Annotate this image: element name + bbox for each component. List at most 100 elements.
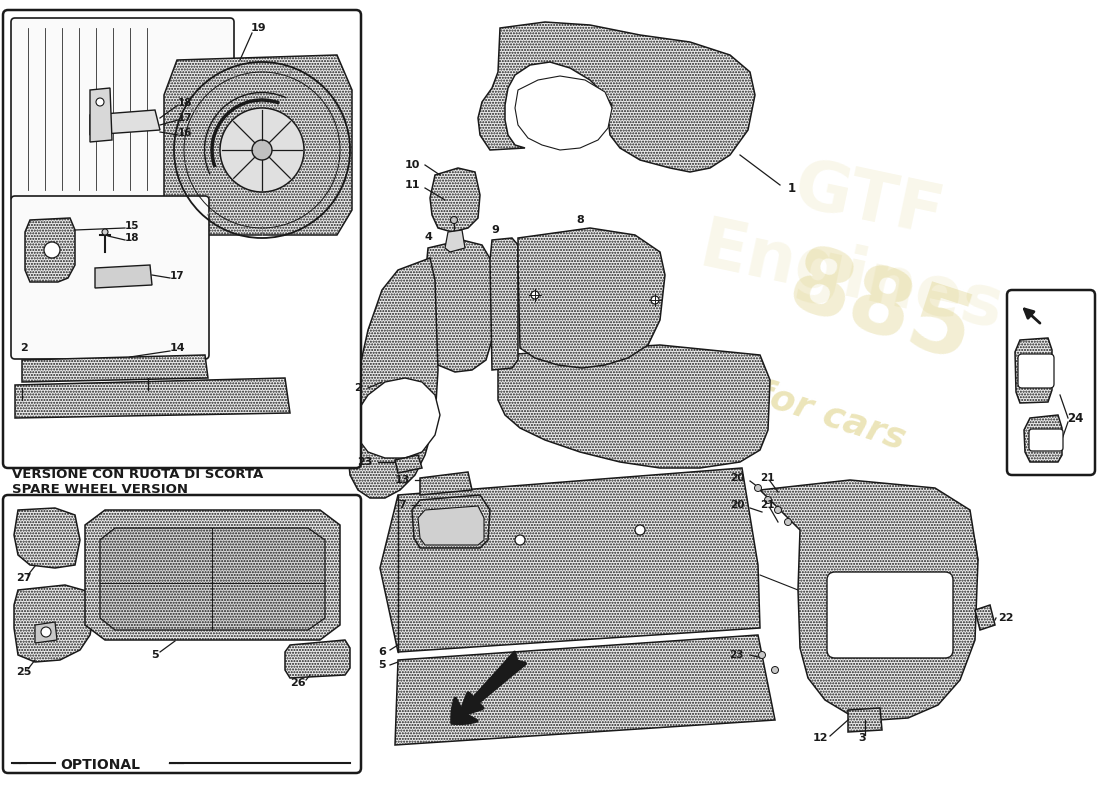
Circle shape	[774, 506, 781, 514]
Text: 23: 23	[729, 650, 744, 660]
Polygon shape	[420, 472, 472, 495]
Circle shape	[252, 140, 272, 160]
Polygon shape	[90, 110, 160, 135]
Text: 9: 9	[491, 225, 499, 235]
Text: SPARE WHEEL VERSION: SPARE WHEEL VERSION	[12, 483, 188, 496]
Text: 21: 21	[760, 500, 775, 510]
Text: 2: 2	[20, 343, 28, 353]
Text: 6: 6	[378, 647, 386, 657]
Text: 885: 885	[777, 239, 983, 381]
Polygon shape	[285, 640, 350, 678]
FancyBboxPatch shape	[1028, 429, 1063, 451]
FancyBboxPatch shape	[11, 18, 234, 201]
Circle shape	[451, 217, 458, 223]
Text: 25: 25	[16, 667, 32, 677]
Polygon shape	[85, 510, 340, 640]
Text: ──: ──	[12, 758, 31, 771]
Text: 18: 18	[124, 233, 140, 243]
Text: 20: 20	[730, 473, 745, 483]
Polygon shape	[518, 228, 666, 368]
Text: 4: 4	[425, 232, 432, 242]
Polygon shape	[14, 508, 80, 568]
Text: 19: 19	[250, 23, 266, 33]
Text: passion for cars: passion for cars	[590, 323, 910, 457]
Polygon shape	[975, 605, 996, 630]
Text: 17: 17	[178, 113, 192, 123]
Text: 26: 26	[290, 678, 306, 688]
Circle shape	[220, 108, 304, 192]
Text: 23: 23	[356, 457, 372, 467]
Polygon shape	[379, 468, 760, 652]
Text: 15: 15	[124, 221, 140, 231]
Polygon shape	[35, 622, 57, 643]
Circle shape	[635, 525, 645, 535]
Circle shape	[771, 666, 779, 674]
Polygon shape	[25, 218, 75, 282]
Polygon shape	[425, 240, 492, 372]
Text: 7: 7	[398, 500, 406, 510]
FancyBboxPatch shape	[1006, 290, 1094, 475]
Circle shape	[784, 518, 792, 526]
Text: 8: 8	[576, 215, 584, 225]
Text: 14: 14	[170, 343, 186, 353]
Polygon shape	[478, 22, 755, 172]
Text: 1: 1	[788, 182, 796, 194]
Circle shape	[515, 535, 525, 545]
Text: 13: 13	[395, 475, 410, 485]
Polygon shape	[446, 230, 465, 252]
FancyBboxPatch shape	[3, 495, 361, 773]
Polygon shape	[100, 528, 324, 630]
Polygon shape	[348, 258, 438, 498]
Polygon shape	[15, 378, 290, 418]
Polygon shape	[164, 55, 352, 235]
Polygon shape	[395, 455, 422, 473]
Polygon shape	[355, 378, 440, 458]
FancyBboxPatch shape	[827, 572, 953, 658]
Text: ──: ──	[165, 758, 184, 771]
Circle shape	[531, 291, 539, 299]
Polygon shape	[14, 585, 95, 662]
FancyBboxPatch shape	[3, 10, 361, 468]
Polygon shape	[515, 76, 612, 150]
Text: 22: 22	[998, 613, 1013, 623]
Polygon shape	[1015, 338, 1052, 403]
Circle shape	[755, 485, 761, 491]
Text: 24: 24	[1067, 411, 1084, 425]
Text: 3: 3	[858, 733, 866, 743]
Polygon shape	[412, 495, 490, 548]
Polygon shape	[498, 345, 770, 468]
Circle shape	[764, 497, 771, 503]
FancyBboxPatch shape	[1018, 354, 1054, 388]
Text: 21: 21	[760, 473, 775, 483]
Polygon shape	[22, 355, 208, 382]
Text: 2: 2	[354, 383, 362, 393]
Circle shape	[41, 627, 51, 637]
Text: 27: 27	[16, 573, 32, 583]
Text: 11: 11	[405, 180, 420, 190]
Circle shape	[651, 296, 659, 304]
Text: 16: 16	[178, 128, 192, 138]
Text: 10: 10	[405, 160, 420, 170]
Text: VERSIONE CON RUOTA DI SCORTA: VERSIONE CON RUOTA DI SCORTA	[12, 468, 263, 481]
Circle shape	[44, 242, 60, 258]
Polygon shape	[90, 88, 112, 142]
Polygon shape	[430, 168, 480, 232]
FancyBboxPatch shape	[11, 196, 209, 359]
Polygon shape	[848, 708, 882, 732]
Polygon shape	[95, 265, 152, 288]
Polygon shape	[1024, 415, 1062, 462]
Circle shape	[759, 651, 766, 658]
Text: OPTIONAL: OPTIONAL	[60, 758, 140, 772]
Circle shape	[102, 229, 108, 235]
Text: GTF
Engines: GTF Engines	[694, 137, 1026, 343]
Text: 5: 5	[378, 660, 386, 670]
Polygon shape	[418, 506, 484, 545]
Polygon shape	[490, 238, 518, 370]
Circle shape	[96, 98, 104, 106]
Text: 18: 18	[178, 98, 192, 108]
Text: 20: 20	[730, 500, 745, 510]
Polygon shape	[760, 480, 978, 720]
Text: 5: 5	[151, 650, 158, 660]
Text: 17: 17	[169, 271, 185, 281]
Polygon shape	[395, 635, 776, 745]
